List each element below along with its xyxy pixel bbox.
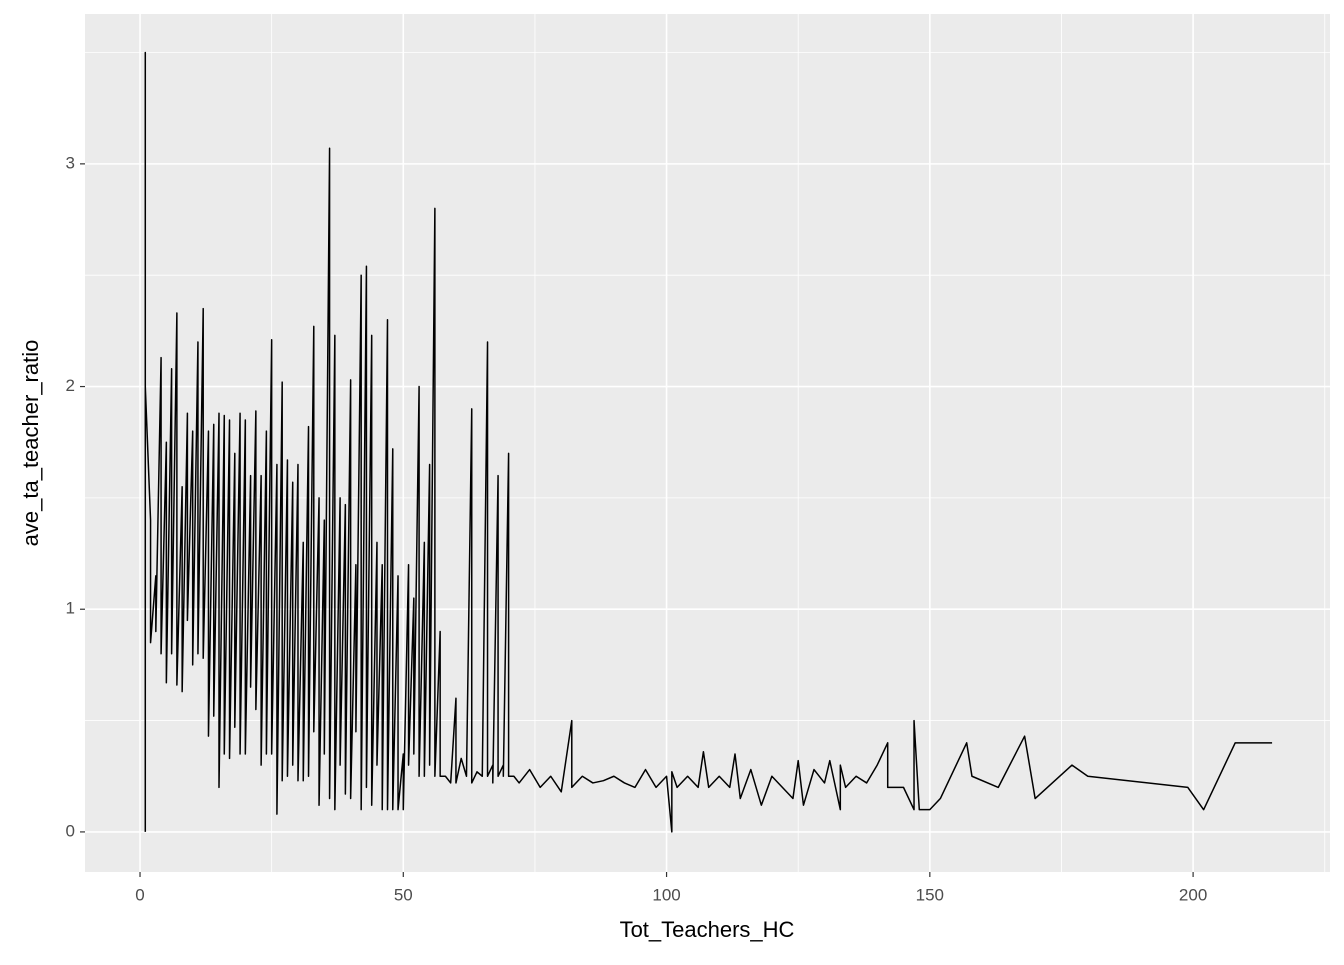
x-axis-title: Tot_Teachers_HC (620, 917, 795, 942)
y-axis-title: ave_ta_teacher_ratio (18, 340, 43, 547)
y-tick-label: 2 (66, 376, 75, 395)
data-line (144, 51, 1273, 833)
x-tick-label: 200 (1179, 885, 1207, 904)
y-tick-label: 3 (66, 153, 75, 172)
x-tick-label: 50 (394, 885, 413, 904)
x-tick-label: 100 (652, 885, 680, 904)
y-tick-label: 0 (66, 821, 75, 840)
x-tick-label: 0 (135, 885, 144, 904)
y-tick-label: 1 (66, 599, 75, 618)
x-tick-label: 150 (916, 885, 944, 904)
